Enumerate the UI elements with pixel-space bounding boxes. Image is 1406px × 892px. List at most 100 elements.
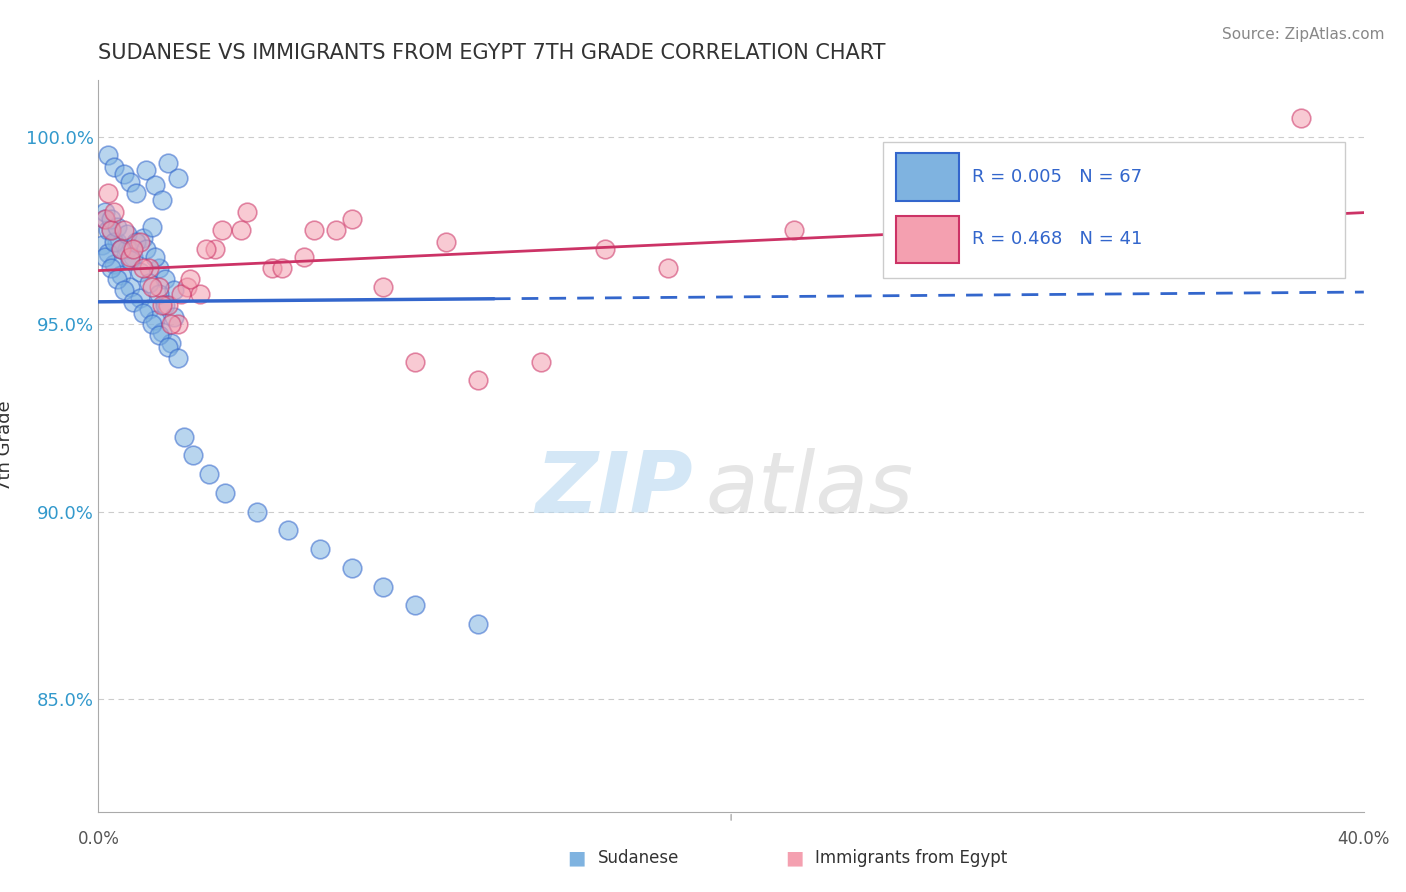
Point (194, 242, 218, 256)
Point (148, 287, 170, 301)
Point (176, 279, 198, 293)
Point (135, 242, 157, 256)
Point (148, 260, 170, 275)
Point (125, 186, 148, 200)
Point (157, 340, 180, 354)
Point (115, 227, 138, 241)
Point (120, 175, 141, 189)
Point (371, 580, 394, 594)
Point (112, 223, 135, 237)
Point (128, 264, 150, 278)
Point (122, 250, 145, 264)
Point (138, 276, 160, 290)
Point (150, 194, 173, 208)
Text: Immigrants from Egypt: Immigrants from Egypt (815, 849, 1008, 867)
Point (138, 260, 160, 275)
Point (150, 298, 173, 312)
Point (120, 250, 141, 264)
Point (107, 235, 129, 249)
Point (593, 242, 616, 256)
Text: ■: ■ (567, 848, 586, 868)
Point (157, 298, 180, 312)
Point (404, 599, 426, 613)
Point (302, 223, 325, 237)
Point (141, 279, 163, 293)
Point (141, 317, 163, 331)
Point (173, 429, 195, 443)
Point (122, 242, 145, 256)
Point (145, 250, 166, 264)
Point (404, 354, 426, 368)
Point (93, 212, 117, 227)
Point (204, 242, 226, 256)
Point (97, 245, 120, 260)
Text: R = 0.005   N = 67: R = 0.005 N = 67 (972, 168, 1142, 186)
Point (1289, 111, 1312, 125)
Point (340, 212, 363, 227)
FancyBboxPatch shape (896, 153, 959, 201)
Point (135, 163, 157, 178)
Point (132, 231, 155, 245)
Point (100, 260, 122, 275)
Point (97, 223, 120, 237)
Point (100, 212, 122, 227)
Point (163, 283, 186, 297)
Point (93, 204, 117, 219)
Point (340, 561, 363, 575)
Point (103, 257, 125, 271)
Point (783, 223, 806, 237)
Point (292, 250, 315, 264)
Point (270, 260, 294, 275)
Point (163, 310, 186, 324)
Point (103, 235, 125, 249)
Point (530, 354, 553, 368)
Text: R = 0.468   N = 41: R = 0.468 N = 41 (972, 230, 1142, 248)
Point (183, 449, 205, 463)
Point (100, 223, 122, 237)
FancyBboxPatch shape (883, 143, 1344, 277)
Point (166, 170, 188, 185)
Point (166, 351, 188, 365)
FancyBboxPatch shape (896, 216, 959, 263)
Point (188, 287, 211, 301)
Point (246, 505, 269, 519)
Point (157, 156, 180, 170)
Point (122, 294, 145, 309)
Point (467, 617, 489, 632)
Point (169, 287, 191, 301)
Point (132, 260, 155, 275)
Point (153, 298, 176, 312)
Point (100, 223, 122, 237)
Point (110, 242, 132, 256)
Point (309, 542, 332, 557)
Point (125, 235, 148, 249)
Point (103, 204, 125, 219)
Point (138, 302, 160, 317)
Point (198, 467, 221, 482)
Text: atlas: atlas (706, 449, 914, 532)
Point (141, 219, 163, 234)
Point (107, 272, 129, 286)
Point (150, 325, 173, 339)
Point (128, 291, 150, 305)
Point (115, 242, 138, 256)
Point (110, 242, 132, 256)
Point (97, 148, 120, 162)
Point (93, 250, 117, 264)
Point (214, 486, 236, 500)
Point (120, 279, 141, 293)
Point (467, 373, 489, 387)
Text: ■: ■ (785, 848, 804, 868)
Point (110, 268, 132, 283)
Point (120, 253, 141, 268)
Text: SUDANESE VS IMMIGRANTS FROM EGYPT 7TH GRADE CORRELATION CHART: SUDANESE VS IMMIGRANTS FROM EGYPT 7TH GR… (98, 44, 886, 63)
Point (97, 186, 120, 200)
Point (90, 238, 112, 252)
Point (112, 167, 135, 181)
Text: 0.0%: 0.0% (77, 830, 120, 848)
Point (166, 317, 188, 331)
Text: ZIP: ZIP (536, 449, 693, 532)
Point (211, 223, 233, 237)
Point (179, 272, 201, 286)
Point (107, 219, 129, 234)
